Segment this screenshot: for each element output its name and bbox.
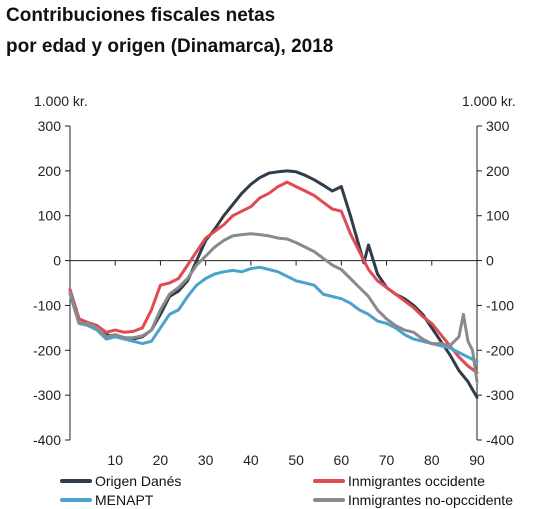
x-tick-label: 40	[243, 452, 259, 468]
series-line-inmigrantes-no-opccidente	[68, 232, 479, 384]
series-line-inmigrantes-occidente	[68, 180, 479, 375]
x-tick-label: 50	[288, 452, 304, 468]
y-tick-label-left: 0	[53, 253, 61, 269]
legend-label-inmigrantes-no-opccidente: Inmigrantes no-opccidente	[348, 492, 513, 508]
x-tick-label: 90	[469, 452, 485, 468]
chart-title-line-1: Contribuciones fiscales netas	[6, 5, 276, 26]
chart-legend: Origen Danés Inmigrantes occidente MENAPT I…	[60, 473, 513, 508]
y-tick-label-right: 100	[486, 208, 510, 224]
series-line-origen-dan-s	[68, 169, 479, 399]
x-tick-label: 10	[107, 452, 123, 468]
unit-label-right: 1.000 kr.	[462, 93, 516, 109]
y-tick-label-right: -300	[486, 387, 514, 403]
y-tick-label-right: -100	[486, 297, 514, 313]
y-tick-label-right: 200	[486, 163, 510, 179]
x-tick-label: 70	[379, 452, 395, 468]
x-tick-label: 20	[153, 452, 169, 468]
legend-label-origen-dan-s: Origen Danés	[95, 473, 181, 489]
y-tick-label-left: -200	[33, 342, 61, 358]
x-tick-label: 80	[424, 452, 440, 468]
chart-axes: 300 300 200 200 100 100 0 0 -100 -100 -200 -200 -300…	[33, 118, 514, 468]
x-tick-label: 60	[334, 452, 350, 468]
unit-label-left: 1.000 kr.	[34, 93, 88, 109]
y-tick-label-right: 0	[486, 253, 494, 269]
legend-label-menapt: MENAPT	[95, 492, 154, 508]
chart-series	[68, 169, 479, 399]
y-tick-label-left: 300	[38, 118, 62, 134]
legend-label-inmigrantes-occidente: Inmigrantes occidente	[348, 473, 485, 489]
y-tick-label-left: -400	[33, 432, 61, 448]
x-tick-label: 30	[198, 452, 214, 468]
y-tick-label-left: -300	[33, 387, 61, 403]
y-tick-label-right: 300	[486, 118, 510, 134]
series-line-menapt	[68, 265, 479, 363]
y-tick-label-left: 100	[38, 208, 62, 224]
y-tick-label-left: 200	[38, 163, 62, 179]
y-tick-label-right: -400	[486, 432, 514, 448]
y-tick-label-left: -100	[33, 297, 61, 313]
chart-title: Contribuciones fiscales netas por edad y…	[6, 0, 546, 62]
y-tick-label-right: -200	[486, 342, 514, 358]
chart-title-line-2: por edad y origen (Dinamarca), 2018	[6, 36, 334, 57]
